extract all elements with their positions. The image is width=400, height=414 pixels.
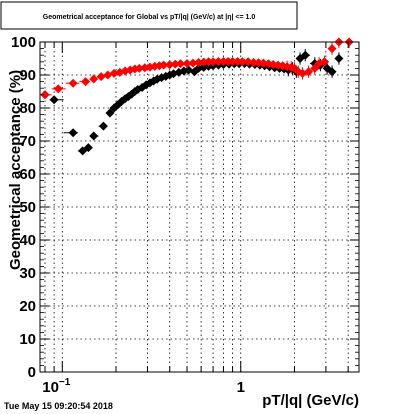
data-point (89, 131, 99, 141)
data-point (105, 108, 115, 118)
data-point (194, 57, 204, 67)
y-axis-title: Geometrical acceptance (%) (7, 70, 24, 270)
title-frame (0, 1, 298, 30)
data-point (199, 57, 209, 67)
y-tick-label: 30 (19, 265, 36, 282)
data-point (310, 63, 320, 73)
chart-title: Geometrical acceptance for Global vs pT/… (43, 14, 256, 21)
data-point (300, 50, 310, 60)
axis-ticks (40, 41, 359, 373)
data-point (182, 58, 192, 68)
timestamp: Tue May 15 09:20:54 2018 (4, 401, 113, 411)
data-point (154, 61, 164, 71)
y-tick-label: 0 (28, 364, 36, 381)
y-tick-label: 100 (11, 34, 36, 51)
data-point (159, 60, 169, 70)
data-point (237, 57, 247, 67)
data-point (103, 70, 113, 80)
data-point (327, 67, 337, 77)
y-tick-label: 90 (19, 67, 36, 84)
data-point (249, 57, 259, 67)
y-tick-label: 10 (19, 331, 36, 348)
title-box: Geometrical acceptance for Global vs pT/… (0, 1, 298, 30)
data-point (304, 67, 314, 77)
y-tick-label: 20 (19, 298, 36, 315)
data-point (40, 90, 50, 100)
data-point (208, 57, 218, 67)
data-point (81, 77, 91, 87)
data-point (213, 56, 223, 66)
data-point (165, 60, 175, 70)
data-point (320, 57, 330, 67)
data-point (170, 59, 180, 69)
data-point (228, 56, 238, 66)
x-axis-title: pT/|q| (GeV/c) (262, 392, 359, 409)
y-tick-label: 70 (19, 133, 36, 150)
data-point (68, 78, 78, 88)
data-point (334, 54, 344, 63)
x-tick-label: 1 (237, 379, 245, 396)
data-point (96, 72, 106, 82)
x-tick-exponent: −1 (59, 377, 71, 388)
data-point (78, 146, 88, 156)
data-point (98, 121, 108, 131)
data-point (204, 57, 214, 67)
data-point (68, 128, 78, 138)
data-point (218, 56, 228, 66)
data-point (258, 58, 268, 68)
data-point (188, 58, 198, 68)
y-tick-labels: 0 10 20 30 40 50 60 70 80 90 100 (11, 34, 36, 381)
data-point (140, 63, 150, 73)
y-tick-label: 80 (19, 100, 36, 117)
data-point (176, 59, 186, 69)
data-point (83, 143, 93, 153)
data-point (327, 44, 337, 54)
data-point (134, 63, 144, 73)
data-point (49, 95, 59, 105)
y-tick-label: 40 (19, 232, 36, 249)
data-point (89, 74, 99, 84)
y-tick-label: 50 (19, 199, 36, 216)
data-point (109, 68, 119, 78)
y-tick-label: 60 (19, 166, 36, 183)
data-markers (40, 37, 354, 156)
data-point (243, 57, 253, 67)
data-point (53, 84, 63, 94)
